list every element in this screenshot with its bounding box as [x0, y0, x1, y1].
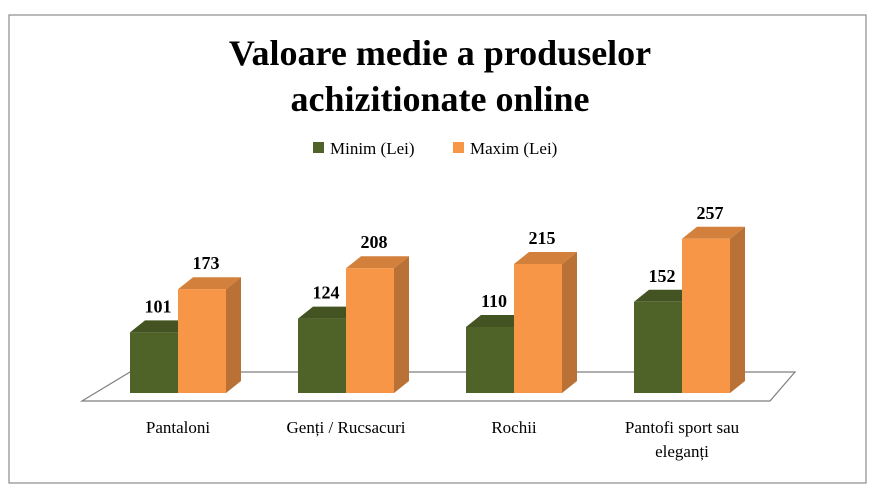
chart-title: Valoare medie a produselor achizitionate…	[228, 33, 652, 119]
bar-side	[562, 252, 577, 393]
bar-top	[346, 256, 409, 269]
x-tick-label: Pantofi sport sau eleganți	[624, 418, 740, 461]
bar-top	[634, 289, 697, 302]
x-tick-label: Rochii	[491, 418, 537, 437]
legend-swatch	[313, 142, 324, 153]
bar-side	[226, 277, 241, 393]
bar-side	[394, 256, 409, 393]
bar-side	[730, 226, 745, 393]
data-label: 152	[649, 266, 676, 286]
bar	[682, 238, 730, 393]
data-label: 124	[313, 283, 340, 303]
legend-label: Maxim (Lei)	[470, 139, 557, 158]
bar-top	[130, 320, 193, 333]
bar	[466, 327, 514, 393]
bar-top	[298, 306, 361, 319]
bar-top	[178, 277, 241, 290]
x-tick-label: Genți / Rucsacuri	[286, 418, 406, 437]
data-label: 208	[361, 232, 388, 252]
bar-top	[514, 252, 577, 264]
bar-top	[682, 226, 745, 239]
bar	[130, 332, 178, 393]
bar	[346, 268, 394, 393]
bar	[178, 289, 226, 393]
bar	[298, 318, 346, 393]
x-tick-label: Pantaloni	[145, 418, 211, 437]
floor	[79, 371, 797, 402]
bar	[514, 264, 562, 393]
bar	[634, 301, 682, 393]
data-label: 257	[697, 203, 724, 223]
bar-top	[466, 315, 529, 327]
legend-label: Minim (Lei)	[330, 139, 415, 158]
data-label: 215	[529, 228, 556, 248]
legend-swatch	[453, 142, 464, 153]
data-label: 101	[145, 296, 172, 316]
data-label: 110	[481, 291, 507, 311]
data-label: 173	[193, 253, 220, 273]
